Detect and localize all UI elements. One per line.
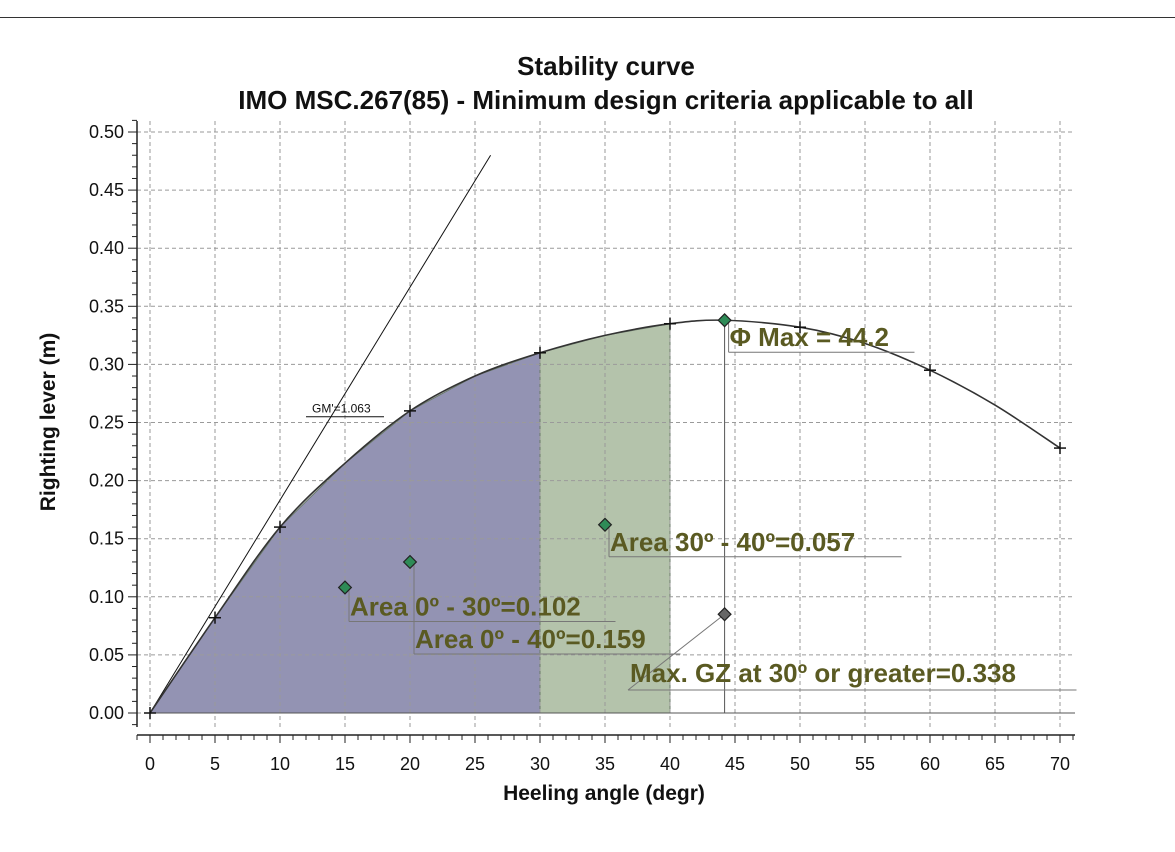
- curve-point-marker: [794, 321, 806, 334]
- top-rule: [0, 17, 1175, 18]
- y-tick-label: 0.35: [89, 296, 124, 316]
- y-tick-label: 0.10: [89, 587, 124, 607]
- curve-point-marker: [144, 707, 156, 719]
- x-tick-label: 30: [530, 754, 550, 774]
- curve-group: [144, 317, 1066, 719]
- annotation-marker: [717, 607, 732, 622]
- y-tick-label: 0.15: [89, 529, 124, 549]
- x-tick-label: 0: [145, 754, 155, 774]
- x-tick-label: 20: [400, 754, 420, 774]
- x-tick-label: 25: [465, 754, 485, 774]
- annotation: Area 30º - 40º=0.057: [597, 517, 902, 558]
- x-axis-ticks: 0 5 10 15 20 25 30 35 40 45 50 55 60 65 70: [136, 735, 1074, 774]
- chart-title: Stability curve IMO MSC.267(85) - Minimum…: [238, 51, 973, 149]
- y-tick-label: 0.25: [89, 413, 124, 433]
- x-tick-label: 45: [725, 754, 745, 774]
- curve-point-marker: [534, 346, 546, 359]
- curve-point-marker: [209, 611, 221, 624]
- y-tick-label: 0.50: [89, 122, 124, 142]
- gm-label: GM'=1.063: [312, 402, 371, 416]
- x-tick-label: 50: [790, 754, 810, 774]
- x-tick-label: 65: [985, 754, 1005, 774]
- x-tick-label: 40: [660, 754, 680, 774]
- y-axis-ticks: 0.00 0.05 0.10 0.15 0.20 0.25 0.30 0.35 0.40 0.45…: [89, 119, 137, 726]
- curve-point-marker: [404, 404, 416, 417]
- chart-title-line: IMO MSC.267(85) - Minimum design criteri…: [238, 85, 973, 115]
- grid: [137, 121, 1075, 727]
- annotation-marker: [337, 580, 353, 595]
- annotation-leader: [627, 613, 725, 691]
- curve-point-marker: [924, 364, 936, 377]
- annotation: Area 0º - 40º=0.159: [402, 554, 681, 655]
- y-axis-label: Righting lever (m): [37, 333, 60, 512]
- annotation-label: Area 0º - 30º=0.102: [350, 592, 581, 622]
- chart-title-line: Stability curve: [517, 51, 695, 81]
- x-tick-label: 70: [1050, 754, 1070, 774]
- annotation-marker: [402, 554, 418, 570]
- x-tick-label: 55: [855, 754, 875, 774]
- x-tick-label: 15: [335, 754, 355, 774]
- annotation-marker: [597, 517, 613, 532]
- y-tick-label: 0.05: [89, 645, 124, 665]
- annotation: Area 0º - 30º=0.102: [337, 580, 616, 623]
- curve-point-marker: [664, 317, 676, 330]
- annotation: Φ Max = 44.2: [717, 313, 915, 353]
- x-tick-label: 10: [270, 754, 290, 774]
- y-tick-label: 0.00: [89, 703, 124, 723]
- annotation-label: Max. GZ at 30º or greater=0.338: [630, 658, 1016, 688]
- annotation: Max. GZ at 30º or greater=0.338: [627, 607, 1077, 691]
- annotation-label: Φ Max = 44.2: [730, 322, 889, 352]
- y-tick-label: 0.40: [89, 238, 124, 258]
- y-tick-label: 0.45: [89, 180, 124, 200]
- gm-line-group: GM'=1.063: [149, 154, 492, 714]
- x-tick-label: 5: [210, 754, 220, 774]
- y-tick-label: 0.20: [89, 471, 124, 491]
- curve-point-marker: [1054, 442, 1066, 455]
- annotation-label: Area 30º - 40º=0.057: [610, 527, 855, 557]
- curve-point-marker: [274, 521, 286, 534]
- x-tick-label: 60: [920, 754, 940, 774]
- y-tick-label: 0.30: [89, 354, 124, 374]
- x-axis-label: Heeling angle (degr): [503, 782, 705, 805]
- x-tick-label: 35: [595, 754, 615, 774]
- annotation-label: Area 0º - 40º=0.159: [415, 624, 646, 654]
- gm-tangent-line: [149, 154, 492, 714]
- annotation-marker: [717, 313, 732, 328]
